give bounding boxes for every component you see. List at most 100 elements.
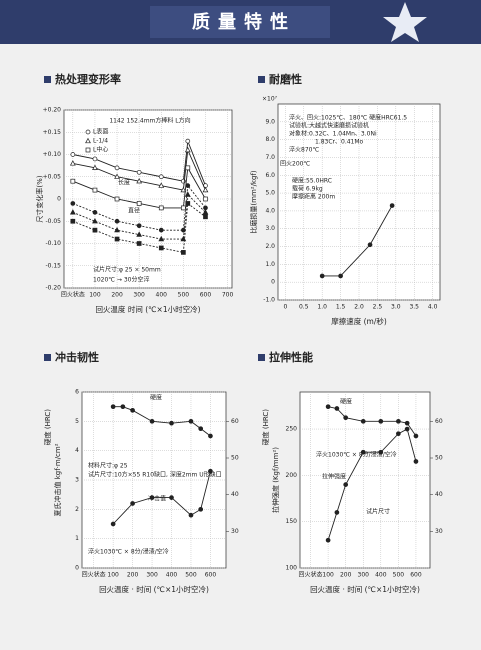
x-tick-label: 400 [156, 292, 168, 299]
x-tick-label: 3.5 [409, 304, 419, 311]
header-title: 质量特性 [192, 11, 296, 33]
annotation: 回火200℃ [280, 161, 310, 168]
data-point [185, 138, 191, 144]
data-point [69, 209, 76, 215]
y-tick-label: 4 [75, 447, 79, 454]
data-point [185, 183, 191, 188]
data-point [130, 501, 135, 506]
data-point [184, 146, 191, 153]
series-line [322, 205, 393, 277]
y-tick-label: 3 [75, 477, 79, 484]
y-tick-label: 3.0 [265, 225, 275, 232]
data-point [338, 273, 343, 279]
x-tick-label: 600 [205, 572, 217, 579]
y2-axis-label: 硬度 (HRC) [261, 409, 270, 446]
data-point [184, 191, 191, 197]
legend-label: L表面 [93, 128, 108, 136]
plot-area [299, 391, 431, 569]
y-axis-label: 比磨损量(mm²/kgf) [249, 170, 258, 233]
data-point [198, 426, 204, 432]
y-tick-label: 2.0 [265, 243, 275, 250]
legend-marker [85, 129, 91, 135]
data-point [92, 218, 98, 224]
section-bullet [44, 76, 51, 83]
x-tick-label: 2.5 [373, 304, 383, 311]
y2-tick-label: 30 [435, 528, 443, 535]
data-point [120, 404, 126, 410]
annotation: 淬火、回火:1025℃、180℃ 硬度HRC61.5 [289, 114, 407, 122]
x-tick-label: 回火状态 [299, 571, 323, 579]
data-point [360, 449, 366, 455]
data-point [202, 186, 209, 193]
legend-label: L中心 [93, 146, 108, 154]
annotation: 拉伸强度 [322, 473, 346, 481]
section-bullet [258, 76, 265, 83]
x-tick-label: 1.0 [317, 304, 327, 311]
y2-axis-label: 硬度 (HRC) [43, 409, 52, 446]
x-axis-label: 回火温度 · 时间 (℃×1小时空冷) [310, 584, 420, 594]
data-point [396, 431, 401, 437]
y2-tick-label: 50 [435, 455, 443, 462]
data-point [70, 218, 76, 224]
data-point [92, 210, 98, 215]
data-point [136, 241, 142, 246]
data-point [334, 406, 340, 411]
data-point [378, 418, 384, 424]
annotation: 硬度 [150, 394, 162, 402]
y-tick-label: 6 [75, 389, 79, 396]
data-point [188, 512, 194, 518]
y-tick-label: 100 [286, 565, 298, 572]
data-point [413, 433, 419, 439]
data-point [70, 201, 76, 206]
x-axis-label: 回火温度 时间 (℃×1小时空冷) [95, 304, 200, 314]
section-title: 热处理变形率 [55, 72, 121, 86]
data-point [181, 250, 186, 255]
data-point [149, 418, 155, 424]
y-tick-label: 0 [75, 565, 79, 572]
x-tick-label: 1.5 [336, 304, 346, 311]
data-point [181, 227, 186, 233]
y-tick-label: -1.0 [263, 297, 275, 304]
series-line [72, 166, 206, 209]
y-tick-label: 250 [286, 426, 298, 433]
y-tick-label: -0.05 [45, 218, 61, 225]
data-point [343, 415, 349, 421]
y2-tick-label: 30 [231, 528, 239, 535]
data-point [130, 407, 135, 413]
legend-marker [85, 137, 91, 144]
data-point [69, 160, 76, 166]
y-tick-label: 7.0 [265, 154, 275, 161]
x-tick-label: 回火状态 [61, 291, 85, 299]
annotation: 摩擦距离 200m [292, 193, 335, 201]
data-point [378, 449, 384, 455]
x-tick-label: 600 [200, 292, 212, 299]
x-tick-label: 300 [133, 292, 145, 299]
x-tick-label: 300 [146, 572, 158, 579]
x-tick-label: 400 [375, 572, 387, 579]
annotation: 硬度 [340, 398, 352, 406]
y-tick-label: -0.20 [45, 285, 61, 292]
annotation: 试片尺寸 [366, 508, 390, 516]
data-point [158, 174, 164, 180]
annotation: ×10⁷ [262, 96, 278, 103]
data-point [360, 418, 366, 424]
annotation: 试片尺寸:10方×55 R10缺口, 深度2mm U形缺口 [88, 471, 222, 479]
y-axis-label: 夏氏冲击值 kgf·m/cm² [53, 443, 62, 516]
x-tick-label: 400 [166, 572, 178, 579]
section-title: 拉伸性能 [269, 350, 313, 364]
annotation: 1020℃ → 30分空淬 [93, 276, 150, 284]
x-tick-label: 100 [89, 292, 101, 299]
y-tick-label: 2 [75, 506, 79, 513]
data-point [92, 156, 98, 162]
y-axis-label: 拉伸强度 (Kgf/mm²) [271, 447, 280, 513]
data-point [180, 186, 187, 193]
x-tick-label: 回火状态 [82, 571, 106, 579]
data-point [110, 521, 116, 527]
section-bullet [258, 354, 265, 361]
y2-tick-label: 60 [435, 418, 443, 425]
y-tick-label: +0.05 [43, 173, 62, 180]
data-point [92, 164, 98, 170]
y-tick-label: 4.0 [265, 207, 275, 214]
y-tick-label: +0.10 [43, 151, 62, 158]
